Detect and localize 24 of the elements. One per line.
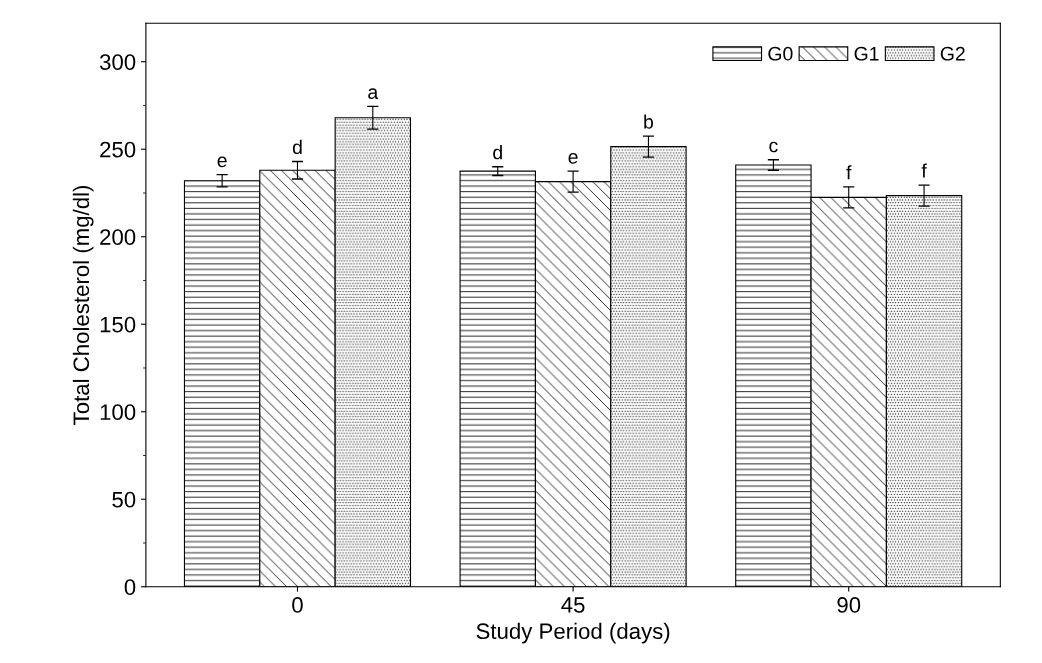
y-tick-label: 200 [100, 229, 136, 245]
legend-label: G0 [768, 46, 793, 61]
x-tick-label: 90 [837, 597, 861, 613]
y-tick-label: 250 [100, 141, 136, 158]
y-tick-label: 50 [112, 491, 136, 508]
annotation: d [493, 145, 502, 160]
x-tick-label: 0 [292, 597, 303, 613]
annotation: f [846, 165, 852, 180]
y-axis-title: Total Cholesterol (mg/dl) [72, 185, 94, 425]
annotation: e [217, 156, 227, 168]
legend-label: G1 [854, 46, 879, 61]
y-tick-label: 0 [124, 579, 136, 596]
y-tick-label: 100 [100, 404, 136, 421]
annotation: a [368, 88, 379, 99]
y-tick-label: 150 [100, 316, 136, 333]
annotation: f [921, 163, 927, 178]
legend-label: G2 [940, 46, 965, 61]
annotation: d [292, 139, 302, 155]
x-tick-label: 45 [561, 597, 585, 613]
annotation: b [644, 114, 654, 129]
y-tick-label: 300 [99, 54, 136, 70]
annotation: c [769, 141, 778, 153]
x-axis-title: Study Period (days) [476, 622, 670, 644]
annotation: e [568, 153, 578, 164]
